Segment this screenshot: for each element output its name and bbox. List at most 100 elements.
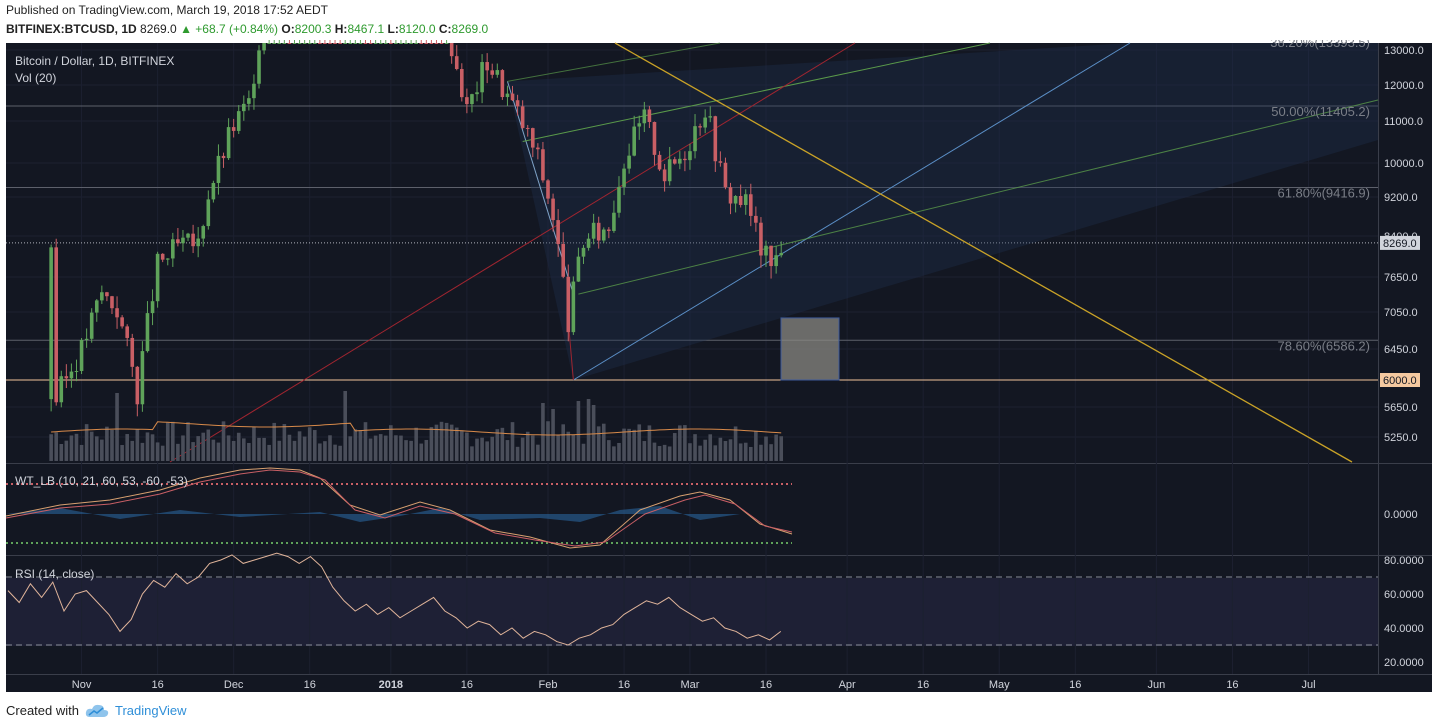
volume-bar	[120, 445, 124, 461]
candle-body	[667, 159, 672, 182]
time-tick-label: Jul	[1301, 679, 1315, 691]
candle-body	[353, 43, 358, 44]
candle-body	[105, 292, 109, 297]
candle-body	[165, 258, 170, 260]
volume-bar	[191, 442, 195, 461]
price-pane[interactable]	[6, 43, 1378, 463]
candle-body	[252, 83, 256, 99]
volume-bar	[617, 442, 621, 461]
time-axis-strip[interactable]	[6, 674, 1432, 692]
candle-body	[363, 43, 368, 44]
candle-body	[277, 43, 282, 44]
candle-body	[333, 43, 337, 44]
volume-bar	[318, 443, 322, 461]
candle-body	[627, 155, 631, 169]
volume-bar	[338, 445, 342, 461]
volume-bar	[216, 442, 221, 461]
volume-bar	[74, 433, 79, 461]
time-tick-label: Mar	[680, 679, 699, 691]
candle-body	[465, 97, 469, 105]
volume-bar	[160, 445, 165, 461]
candle-body	[140, 351, 145, 405]
volume-bar	[84, 424, 89, 461]
volume-bar	[201, 432, 206, 461]
volume-bar	[262, 437, 266, 461]
candle-body	[525, 127, 530, 129]
candle-body	[612, 212, 616, 231]
volume-bar	[368, 438, 373, 461]
candle-body	[287, 43, 292, 44]
candle-body	[343, 43, 347, 44]
candle-body	[399, 43, 403, 44]
volume-bar	[764, 436, 768, 461]
candle-body	[211, 182, 216, 200]
volume-bar	[89, 431, 94, 461]
support-price-tag-text: 6000.0	[1383, 375, 1417, 387]
volume-bar	[465, 432, 469, 461]
candle-body	[272, 43, 277, 44]
candle-body	[475, 92, 479, 95]
volume-bar	[743, 442, 748, 461]
volume-bar	[520, 437, 525, 461]
candle-body	[454, 56, 459, 70]
candle-body	[110, 296, 114, 309]
volume-bar	[94, 436, 99, 461]
volume-bar	[236, 432, 241, 461]
candle-body	[74, 371, 79, 373]
volume-bar	[140, 442, 145, 461]
volume-bar	[125, 434, 129, 461]
wt-pane[interactable]	[6, 464, 1378, 555]
rsi-legend: RSI (14, close)	[15, 567, 94, 581]
time-tick-label: 2018	[379, 679, 403, 691]
volume-bar	[389, 425, 393, 461]
symbol-label: BITFINEX:BTCUSD, 1D	[6, 22, 137, 36]
candle-body	[115, 308, 119, 318]
candle-body	[718, 161, 723, 163]
volume-bar	[231, 440, 236, 461]
candle-body	[302, 43, 307, 44]
candle-body	[683, 158, 687, 161]
volume-bar	[297, 431, 302, 461]
volume-bar	[150, 434, 155, 461]
price-axis-strip[interactable]	[1378, 43, 1432, 674]
time-tick-label: 16	[151, 679, 163, 691]
volume-bar	[49, 434, 53, 461]
candle-body	[404, 43, 408, 44]
volume-bar	[383, 435, 388, 461]
volume-bar	[678, 425, 682, 461]
last-price: 8269.0	[140, 22, 177, 36]
volume-bar	[404, 440, 408, 461]
volume-bar	[591, 405, 596, 461]
time-tick-label: 16	[304, 679, 316, 691]
candle-body	[262, 43, 266, 51]
candle-body	[728, 187, 733, 204]
candle-body	[282, 43, 287, 44]
price-tick-label: 7650.0	[1384, 272, 1418, 284]
price-tick-label: 11000.0	[1384, 116, 1423, 128]
candle-body	[586, 238, 591, 248]
volume-bar	[424, 439, 429, 461]
volume-bar	[378, 434, 383, 461]
time-tick-label: 16	[461, 679, 473, 691]
candle-body	[191, 233, 195, 247]
volume-bar	[546, 421, 550, 461]
tradingview-brand[interactable]: TradingView	[114, 703, 187, 718]
candle-body	[419, 43, 424, 44]
candle-body	[637, 123, 642, 127]
candle-body	[759, 222, 763, 256]
candle-body	[120, 317, 124, 327]
volume-bar	[718, 437, 723, 461]
volume-bar	[652, 442, 657, 461]
candle-body	[84, 338, 89, 341]
candle-body	[257, 50, 261, 84]
candle-body	[601, 229, 606, 241]
candle-body	[460, 69, 464, 98]
chart-svg[interactable]: 13000.012000.011000.010000.09200.08400.0…	[0, 40, 1438, 692]
candle-body	[703, 117, 707, 128]
volume-bar	[414, 427, 418, 461]
volume-bar	[759, 444, 763, 461]
volume-bar	[79, 444, 84, 461]
volume-bar	[556, 435, 560, 461]
candle-body	[297, 43, 302, 44]
candle-body	[242, 103, 246, 112]
